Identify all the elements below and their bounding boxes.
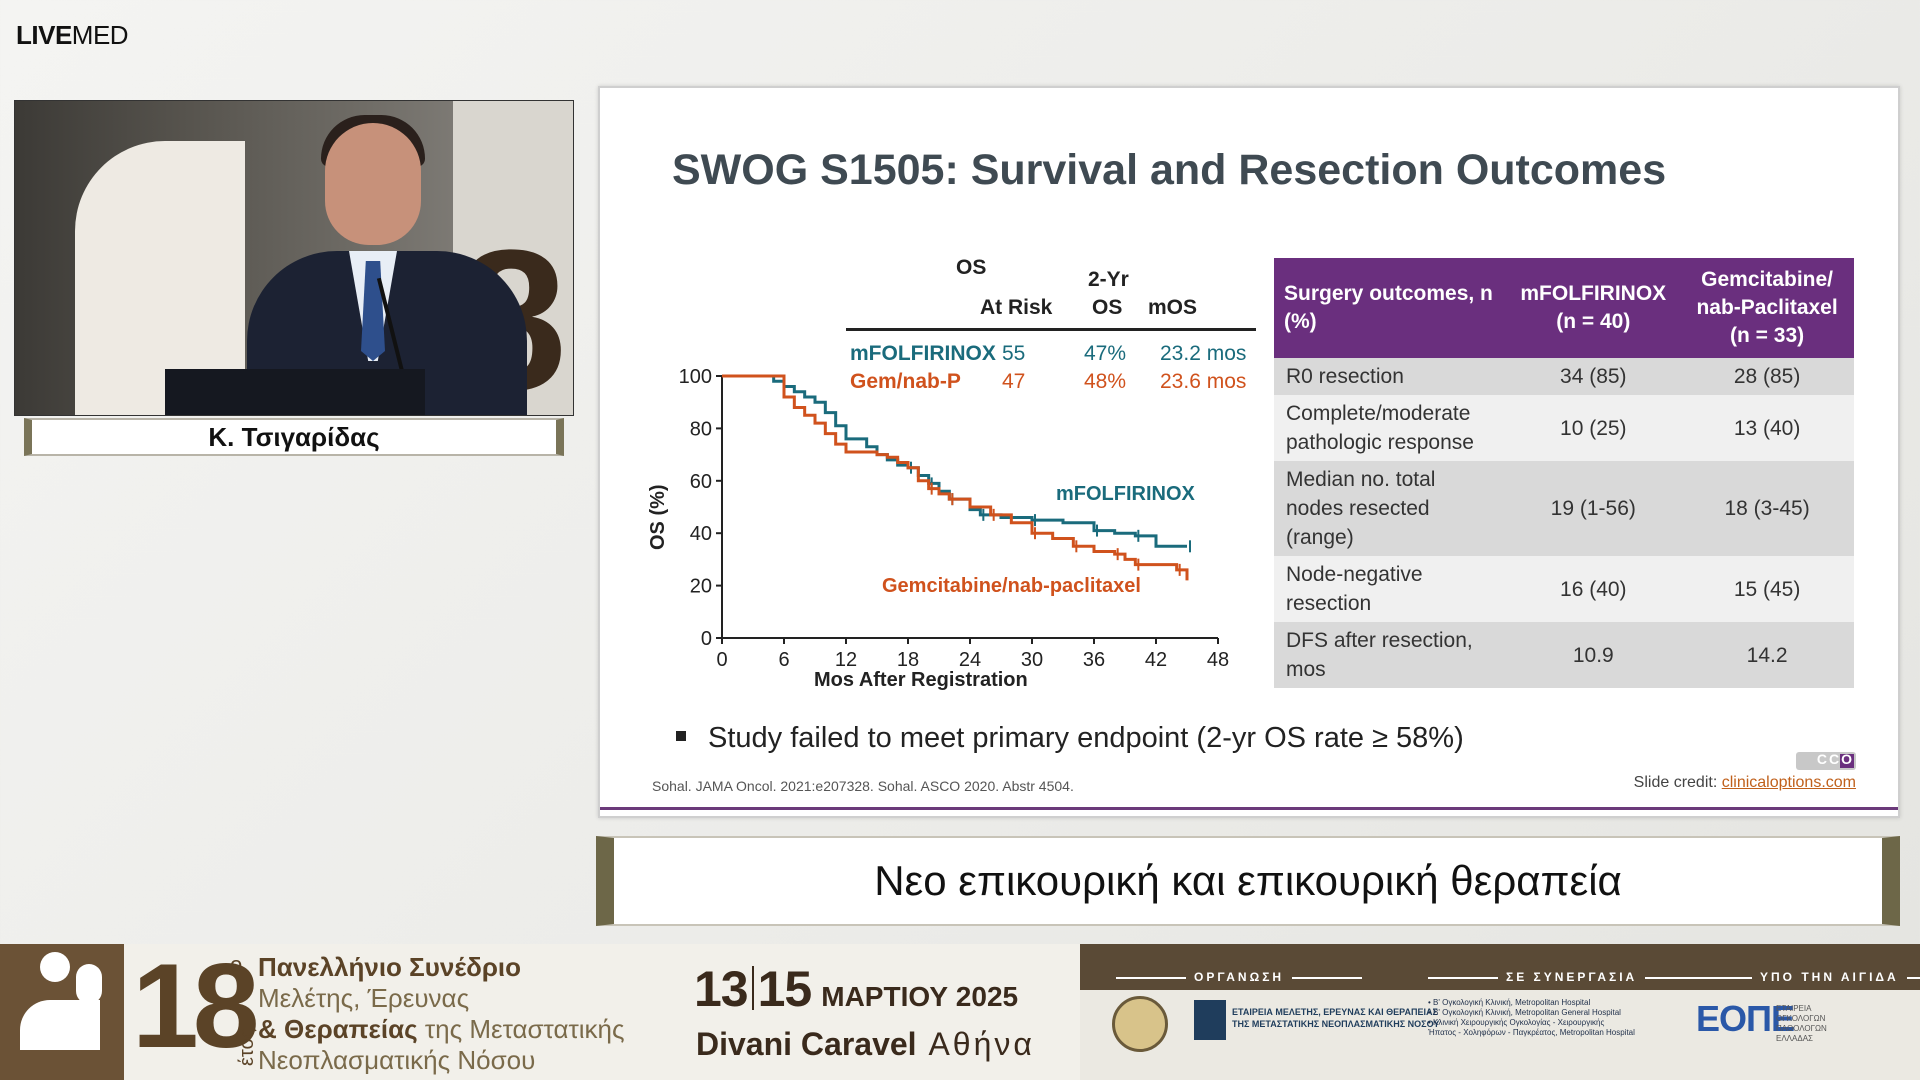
conference-venue: Divani Caravel Αθήνα xyxy=(696,1026,1035,1062)
km-header-os: OS xyxy=(956,256,987,279)
series-label: mFOLFIRINOX xyxy=(1056,483,1196,505)
km-row-arm: Gem/nab-P xyxy=(850,370,961,393)
organizer-name: ΕΤΑΙΡΕΙΑ ΜΕΛΕΤΗΣ, ΕΡΕΥΝΑΣ ΚΑΙ ΘΕΡΑΠΕΙΑΣ … xyxy=(1232,1007,1440,1029)
credit-link[interactable]: clinicaloptions.com xyxy=(1721,774,1856,791)
bullet-square-icon xyxy=(676,731,686,742)
x-tick-label: 24 xyxy=(959,649,981,671)
y-tick-label: 100 xyxy=(679,366,712,388)
table-row: DFS after resection, mos 10.9 14.2 xyxy=(1274,622,1854,688)
km-header-mos: mOS xyxy=(1148,296,1198,319)
km-curve-gem-nab xyxy=(722,374,1189,581)
x-tick-label: 18 xyxy=(897,649,919,671)
table-cell: Complete/moderate pathologic response xyxy=(1274,395,1507,461)
km-curve-mfolfirinox xyxy=(722,374,1187,548)
table-row: Node-negative resection 16 (40) 15 (45) xyxy=(1274,556,1854,622)
table-cell: 19 (1-56) xyxy=(1506,461,1681,556)
speaker-video: 18 xyxy=(14,100,574,416)
edition-year-label: έτος xyxy=(236,1028,258,1066)
table-cell: Node-negative resection xyxy=(1274,556,1507,622)
surgery-outcomes-table: Surgery outcomes, n (%) mFOLFIRINOX (n =… xyxy=(1274,258,1854,688)
table-cell: 13 (40) xyxy=(1680,395,1854,461)
slide-bullet: Study failed to meet primary endpoint (2… xyxy=(676,722,1464,755)
livemed-logo: LIVEMED xyxy=(16,20,129,50)
y-tick-label: 0 xyxy=(701,628,712,650)
collaborators-list: • Β' Ογκολογική Κλινική, Metropolitan Ho… xyxy=(1428,998,1635,1037)
table-cell: 28 (85) xyxy=(1680,358,1854,395)
x-tick-label: 6 xyxy=(778,649,789,671)
km-row-2yr: 47% xyxy=(1084,342,1127,365)
table-header: Surgery outcomes, n (%) xyxy=(1274,258,1507,358)
section-organizer: ΟΡΓΑΝΩΣΗ xyxy=(1108,970,1370,984)
conference-date: 13 15 ΜΑΡΤΙΟΥ 2025 xyxy=(694,961,1019,1017)
table-header: Gemcitabine/ nab-Paclitaxel (n = 33) xyxy=(1680,258,1854,358)
table-cell: 18 (3-45) xyxy=(1680,461,1854,556)
table-cell: 14.2 xyxy=(1680,622,1854,688)
y-tick-label: 40 xyxy=(690,523,712,545)
table-cell: 15 (45) xyxy=(1680,556,1854,622)
y-tick-label: 80 xyxy=(690,418,712,440)
conference-banner: 18 ο έτος Πανελλήνιο Συνέδριο Μελέτης, Έ… xyxy=(0,944,1920,1080)
km-row-mos: 23.2 mos xyxy=(1160,342,1247,365)
table-row: R0 resection 34 (85) 28 (85) xyxy=(1274,358,1854,395)
section-collaboration: ΣΕ ΣΥΝΕΡΓΑΣΙΑ xyxy=(1420,970,1723,984)
table-cell: DFS after resection, mos xyxy=(1274,622,1507,688)
km-row-mos: 23.6 mos xyxy=(1160,370,1247,393)
x-tick-label: 42 xyxy=(1145,649,1167,671)
km-header-2yr: 2-Yr xyxy=(1088,268,1129,291)
km-row-at-risk: 47 xyxy=(1002,370,1026,393)
eope-logo-subtitle: ΕΤΑΙΡΕΙΑ ΟΓΚΟΛΟΓΩΝ ΠΑΘΟΛΟΓΩΝ ΕΛΛΑΔΑΣ xyxy=(1776,1004,1827,1043)
km-row-2yr: 48% xyxy=(1084,370,1127,393)
x-tick-label: 30 xyxy=(1021,649,1043,671)
x-tick-label: 12 xyxy=(835,649,857,671)
slide-references: Sohal. JAMA Oncol. 2021:e207328. Sohal. … xyxy=(652,778,1074,794)
km-header-rule xyxy=(846,328,1256,331)
series-label: Gemcitabine/nab-paclitaxel xyxy=(882,575,1141,597)
x-tick-label: 36 xyxy=(1083,649,1105,671)
table-cell: 34 (85) xyxy=(1506,358,1681,395)
km-survival-chart: 0 6 12 18 24 30 36 42 48 0 20 40 60 80 100 mFOLFIRINOX… xyxy=(647,366,1229,690)
table-header: mFOLFIRINOX (n = 40) xyxy=(1506,258,1681,358)
table-row: Complete/moderate pathologic response 10… xyxy=(1274,395,1854,461)
organizer-logo-icon xyxy=(1194,1000,1226,1040)
y-axis-label: OS (%) xyxy=(647,484,669,550)
x-tick-label: 0 xyxy=(716,649,727,671)
table-row: Median no. total nodes resected (range) … xyxy=(1274,461,1854,556)
slide-credit: Slide credit: clinicaloptions.com xyxy=(1633,774,1856,791)
eope-logo: ΕΟΠΕ xyxy=(1696,998,1795,1039)
table-cell: 16 (40) xyxy=(1506,556,1681,622)
topic-caption: Νεο επικουρική και επικουρική θεραπεία xyxy=(596,836,1900,926)
edition-ordinal: ο xyxy=(230,952,243,977)
y-tick-label: 60 xyxy=(690,471,712,493)
km-header-at-risk: At Risk xyxy=(980,296,1053,319)
conference-logo-icon xyxy=(0,944,124,1080)
conference-title: Πανελλήνιο Συνέδριο Μελέτης, Έρευνας & Θ… xyxy=(258,952,625,1075)
edition-number: 18 xyxy=(132,939,260,1073)
x-tick-label: 48 xyxy=(1207,649,1229,671)
x-axis-label: Mos After Registration xyxy=(814,669,1028,690)
organizer-seal-icon xyxy=(1112,996,1168,1052)
cco-logo: CCO xyxy=(1796,751,1856,770)
slide-title: SWOG S1505: Survival and Resection Outco… xyxy=(672,146,1667,194)
presentation-slide: SWOG S1505: Survival and Resection Outco… xyxy=(598,86,1900,818)
table-cell: Median no. total nodes resected (range) xyxy=(1274,461,1507,556)
km-row-at-risk: 55 xyxy=(1002,342,1026,365)
table-cell: R0 resection xyxy=(1274,358,1507,395)
section-auspices: ΥΠΟ ΤΗΝ ΑΙΓΙΔΑ xyxy=(1674,970,1920,984)
table-cell: 10.9 xyxy=(1506,622,1681,688)
speaker-name: Κ. Τσιγαρίδας xyxy=(24,418,564,456)
km-header-2yr-os: OS xyxy=(1092,296,1123,319)
table-cell: 10 (25) xyxy=(1506,395,1681,461)
km-row-arm: mFOLFIRINOX xyxy=(850,342,996,365)
y-tick-label: 20 xyxy=(690,576,712,598)
